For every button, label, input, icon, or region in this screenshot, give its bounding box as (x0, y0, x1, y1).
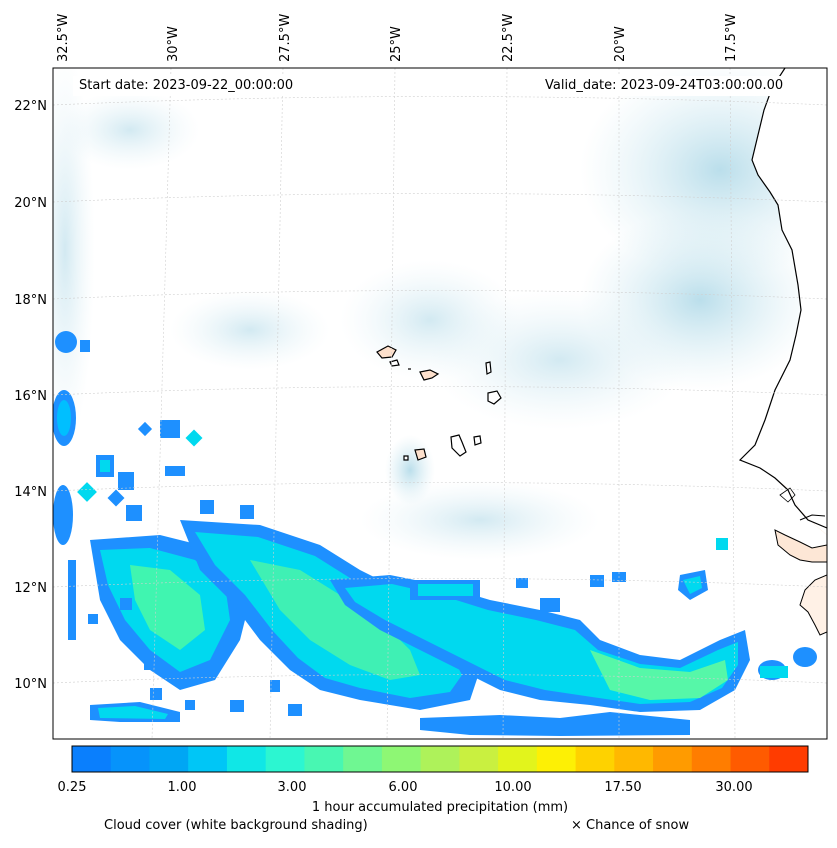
colorbar-swatch (691, 746, 732, 772)
lat-label: 12°N (14, 581, 47, 596)
latitude-labels: 22°N 20°N 18°N 16°N 14°N 12°N 10°N (14, 99, 47, 692)
colorbar-swatch (769, 746, 809, 772)
lat-label: 14°N (14, 485, 47, 500)
colorbar-tick-label: 1.00 (167, 780, 197, 795)
colorbar-tick-label: 30.00 (715, 780, 753, 795)
lon-label: 20°W (613, 26, 628, 62)
precipitation-layer (53, 331, 817, 736)
snow-legend: × Chance of snow (571, 818, 690, 833)
lon-label: 25°W (389, 26, 404, 62)
colorbar-swatch (72, 746, 112, 772)
colorbar-swatch (265, 746, 305, 772)
lon-label: 17.5°W (724, 14, 739, 62)
lat-label: 18°N (14, 293, 47, 308)
colorbar-frame (71, 745, 809, 773)
lon-label: 27.5°W (278, 14, 293, 62)
start-date-label: Start date: 2023-09-22_00:00:00 (73, 76, 300, 96)
colorbar-swatch (653, 746, 693, 772)
colorbar-swatch (575, 746, 615, 772)
lon-label: 22.5°W (501, 14, 516, 62)
colorbar-tick-label: 17.50 (604, 780, 642, 795)
valid-date-label: Valid_date: 2023-09-24T03:00:00.00 (539, 76, 790, 96)
colorbar-swatch (498, 746, 538, 772)
colorbar-swatch (226, 746, 267, 772)
africa-coast (738, 68, 827, 739)
colorbar-tick-label: 0.25 (57, 780, 87, 795)
lat-label: 16°N (14, 389, 47, 404)
lat-label: 22°N (14, 99, 47, 114)
colorbar-tick-label: 3.00 (277, 780, 307, 795)
colorbar-swatch (420, 746, 460, 772)
lon-label: 32.5°W (56, 14, 71, 62)
colorbar-swatch (536, 746, 577, 772)
cloud-cover-layer (53, 68, 827, 560)
colorbar-tick-label: 6.00 (388, 780, 418, 795)
lat-label: 20°N (14, 196, 47, 211)
cloud-cover-legend: Cloud cover (white background shading) (104, 818, 368, 833)
colorbar-tick-label: 10.00 (494, 780, 532, 795)
colorbar-swatch (459, 746, 499, 772)
longitude-labels: 32.5°W 30°W 27.5°W 25°W 22.5°W 20°W 17.5… (56, 14, 739, 62)
colorbar-swatch (304, 746, 344, 772)
colorbar-swatch (149, 746, 189, 772)
colorbar-title: 1 hour accumulated precipitation (mm) (311, 800, 569, 815)
colorbar-swatch (188, 746, 228, 772)
precip-colorbar (72, 746, 809, 772)
colorbar-swatch (381, 746, 422, 772)
map-frame (52, 67, 828, 740)
cape-verde-islands (376, 345, 502, 461)
colorbar-swatch (110, 746, 150, 772)
lon-label: 30°W (166, 26, 181, 62)
colorbar-swatch (614, 746, 654, 772)
lat-label: 10°N (14, 677, 47, 692)
colorbar-swatch (343, 746, 383, 772)
colorbar-swatch (730, 746, 770, 772)
